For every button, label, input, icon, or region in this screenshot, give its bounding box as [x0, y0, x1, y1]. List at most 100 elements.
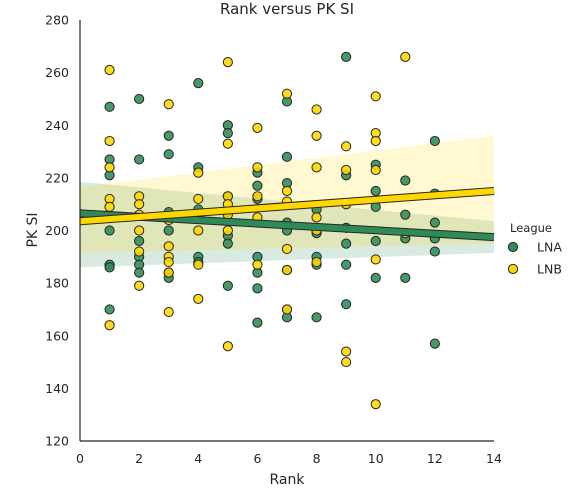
regression-line-lnb	[79, 188, 495, 225]
y-tick-label: 280	[45, 13, 69, 28]
point-lna	[134, 267, 145, 278]
legend-label-lna: LNA	[537, 240, 562, 255]
point-lnb	[311, 212, 322, 223]
point-lnb	[193, 293, 204, 305]
point-lnb	[134, 199, 145, 210]
y-tick-label: 160	[45, 328, 69, 343]
point-lna	[163, 225, 174, 236]
y-tick-label: 180	[45, 276, 69, 291]
point-lnb	[134, 280, 145, 291]
x-tick-label: 6	[253, 451, 261, 466]
point-lnb	[370, 91, 381, 102]
point-lna	[429, 217, 440, 228]
x-tick-label: 10	[368, 451, 384, 466]
point-lna	[134, 93, 145, 105]
point-lna	[163, 130, 174, 141]
point-lnb	[163, 99, 174, 110]
point-lnb	[163, 306, 174, 318]
point-lnb	[281, 185, 293, 197]
point-lna	[341, 51, 352, 62]
point-lnb	[400, 51, 411, 62]
point-lnb	[370, 399, 381, 410]
y-axis-label: PK SI	[25, 212, 41, 247]
point-lnb	[104, 64, 115, 76]
point-lnb	[104, 320, 115, 331]
legend-title: League	[510, 221, 552, 235]
point-lna	[370, 272, 381, 283]
point-lna	[252, 180, 263, 191]
x-tick-label: 14	[486, 451, 502, 466]
x-tick-labels: 0 2 4 6 8 10 12 14	[76, 451, 502, 466]
point-lnb	[370, 254, 381, 265]
point-lna	[104, 262, 115, 273]
point-lna	[341, 238, 352, 249]
point-lna	[429, 338, 440, 349]
point-lna	[104, 304, 115, 315]
point-lnb	[341, 346, 352, 357]
point-lna	[429, 246, 440, 257]
legend-label-lnb: LNB	[537, 262, 562, 277]
x-tick-label: 8	[313, 451, 321, 466]
point-lna	[370, 185, 381, 197]
point-lnb	[163, 241, 174, 252]
point-lna	[222, 128, 233, 139]
point-lnb	[252, 259, 263, 270]
point-lnb	[222, 225, 233, 236]
x-tick-label: 12	[427, 451, 443, 466]
point-lna	[252, 283, 263, 294]
y-tick-label: 120	[45, 434, 69, 449]
legend-marker-lnb	[507, 263, 519, 275]
chart-title: Rank versus PK SI	[220, 0, 354, 18]
legend: League LNA LNB	[507, 221, 562, 277]
point-lna	[400, 272, 411, 283]
y-tick-label: 260	[45, 65, 69, 80]
y-tick-label: 240	[45, 118, 69, 133]
point-lna	[370, 235, 381, 247]
legend-marker-lna	[507, 241, 519, 253]
x-tick-label: 0	[76, 451, 84, 466]
point-lna	[311, 312, 322, 323]
point-lna	[252, 317, 263, 328]
point-lnb	[193, 193, 204, 205]
point-lna	[104, 101, 115, 112]
point-lna	[281, 151, 293, 162]
point-lnb	[341, 164, 352, 176]
point-lnb	[281, 304, 293, 315]
point-lnb	[370, 135, 381, 147]
point-lnb	[134, 246, 145, 257]
point-lnb	[104, 135, 115, 147]
point-lna	[429, 135, 440, 147]
point-lnb	[222, 57, 233, 68]
point-lna	[400, 209, 411, 220]
y-tick-label: 200	[45, 223, 69, 238]
point-lnb	[311, 104, 322, 115]
point-lnb	[193, 167, 204, 178]
point-lnb	[163, 267, 174, 278]
point-lna	[341, 299, 352, 310]
point-lnb	[311, 256, 322, 268]
point-lnb	[252, 122, 263, 133]
point-lna	[163, 149, 174, 160]
point-lnb	[193, 225, 204, 236]
point-lnb	[341, 356, 352, 368]
point-lna	[341, 259, 352, 270]
point-lna	[193, 78, 204, 89]
point-lnb	[311, 162, 322, 173]
regression-lines	[79, 187, 495, 242]
point-lna	[134, 154, 145, 165]
point-lnb	[252, 162, 263, 173]
point-lna	[104, 225, 115, 236]
point-lna	[134, 235, 145, 247]
point-lnb	[281, 243, 293, 255]
point-lna	[222, 280, 233, 291]
point-lnb	[281, 264, 293, 276]
point-lnb	[370, 164, 381, 176]
point-lnb	[163, 256, 174, 268]
x-tick-label: 2	[135, 451, 143, 466]
y-tick-label: 140	[45, 381, 69, 396]
point-lnb	[252, 191, 263, 202]
point-lnb	[311, 130, 322, 141]
y-tick-label: 220	[45, 170, 69, 185]
x-axis-label: Rank	[270, 472, 306, 488]
